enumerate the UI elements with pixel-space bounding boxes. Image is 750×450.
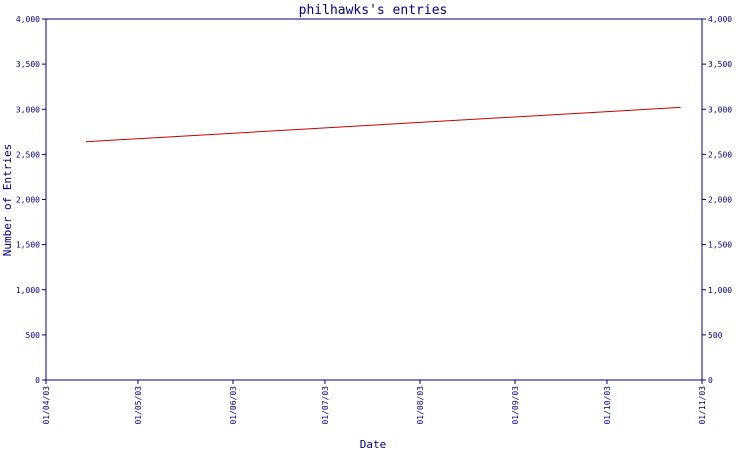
x-tick-label: 01/11/03 [698, 386, 707, 425]
y-tick-label-right: 4,000 [708, 15, 732, 24]
y-axis-right: 0 500 1,000 1,500 2,000 2,500 3,000 3,500 4,000 [702, 15, 732, 385]
y-tick-label-right: 500 [708, 331, 723, 340]
y-tick-label-right: 2,500 [708, 150, 732, 159]
plot-border [45, 18, 703, 381]
y-tick-label-right: 1,000 [708, 286, 732, 295]
plot-frame [45, 18, 703, 381]
series-group [85, 106, 681, 143]
x-tick-label: 01/10/03 [603, 386, 612, 425]
y-tick-label-left: 500 [26, 331, 41, 340]
x-tick-label: 01/04/03 [42, 386, 51, 425]
y-axis-left: 0 500 1,000 1,500 2,000 2,500 3,000 3,500 4,000 [16, 15, 46, 385]
y-tick-label-right: 1,500 [708, 241, 732, 250]
y-tick-label-left: 2,000 [16, 196, 40, 205]
y-tick-label-right: 3,500 [708, 60, 732, 69]
y-tick-label-left: 1,000 [16, 286, 40, 295]
y-tick-label-left: 3,500 [16, 60, 40, 69]
y-tick-label-right: 3,000 [708, 105, 732, 114]
x-tick-label: 01/06/03 [229, 386, 238, 425]
x-tick-label: 01/07/03 [321, 386, 330, 425]
x-axis: 01/04/03 01/05/03 01/06/03 01/07/03 01/08/03… [42, 380, 707, 425]
x-tick-label: 01/05/03 [134, 386, 143, 425]
chart-title: philhawks's entries [299, 3, 448, 18]
y-tick-label-left: 1,500 [16, 241, 40, 250]
series-line [85, 106, 681, 143]
x-axis-label: Date [360, 438, 387, 450]
y-tick-label-left: 2,500 [16, 150, 40, 159]
y-tick-label-left: 0 [35, 376, 40, 385]
y-tick-label-right: 0 [708, 376, 713, 385]
y-tick-label-right: 2,000 [708, 196, 732, 205]
x-tick-label: 01/09/03 [511, 386, 520, 425]
y-axis-label: Number of Entries [1, 144, 14, 257]
y-tick-label-left: 4,000 [16, 15, 40, 24]
y-tick-label-left: 3,000 [16, 105, 40, 114]
x-tick-label: 01/08/03 [416, 386, 425, 425]
